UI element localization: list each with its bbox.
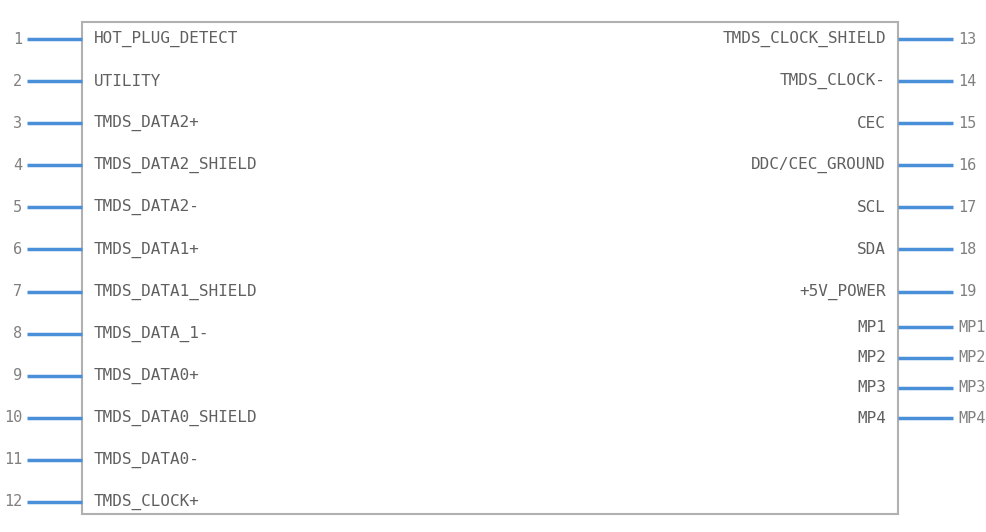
Text: 5: 5 — [13, 200, 22, 215]
Text: UTILITY: UTILITY — [94, 73, 162, 89]
Text: TMDS_DATA0-: TMDS_DATA0- — [94, 452, 200, 468]
Text: MP2: MP2 — [958, 350, 985, 365]
Text: SDA: SDA — [857, 242, 886, 257]
Text: TMDS_DATA0_SHIELD: TMDS_DATA0_SHIELD — [94, 410, 257, 426]
Text: 2: 2 — [13, 73, 22, 89]
Text: 12: 12 — [4, 495, 22, 510]
Text: DDC/CEC_GROUND: DDC/CEC_GROUND — [751, 157, 886, 173]
Text: 10: 10 — [4, 410, 22, 425]
Text: 19: 19 — [958, 284, 976, 299]
Text: MP3: MP3 — [958, 380, 985, 395]
Text: +5V_POWER: +5V_POWER — [800, 284, 886, 300]
Text: MP4: MP4 — [958, 411, 985, 426]
Text: 7: 7 — [13, 284, 22, 299]
Text: TMDS_DATA_1-: TMDS_DATA_1- — [94, 326, 209, 342]
Text: 11: 11 — [4, 452, 22, 468]
Text: 14: 14 — [958, 73, 976, 89]
Text: TMDS_DATA2+: TMDS_DATA2+ — [94, 115, 200, 131]
Text: TMDS_CLOCK_SHIELD: TMDS_CLOCK_SHIELD — [723, 31, 886, 47]
Text: TMDS_DATA1_SHIELD: TMDS_DATA1_SHIELD — [94, 284, 257, 300]
Text: 16: 16 — [958, 158, 976, 173]
Text: MP2: MP2 — [857, 350, 886, 365]
Text: TMDS_DATA0+: TMDS_DATA0+ — [94, 368, 200, 384]
Text: TMDS_DATA1+: TMDS_DATA1+ — [94, 242, 200, 257]
Text: 9: 9 — [13, 368, 22, 383]
Text: HOT_PLUG_DETECT: HOT_PLUG_DETECT — [94, 31, 239, 47]
Text: 1: 1 — [13, 31, 22, 46]
Text: MP4: MP4 — [857, 411, 886, 426]
Text: MP1: MP1 — [958, 320, 985, 335]
Text: 17: 17 — [958, 200, 976, 215]
Text: TMDS_CLOCK-: TMDS_CLOCK- — [780, 73, 886, 89]
Text: 4: 4 — [13, 158, 22, 173]
Text: SCL: SCL — [857, 200, 886, 215]
Text: 13: 13 — [958, 31, 976, 46]
Text: CEC: CEC — [857, 115, 886, 131]
Text: 8: 8 — [13, 326, 22, 341]
Text: 6: 6 — [13, 242, 22, 257]
Text: TMDS_DATA2_SHIELD: TMDS_DATA2_SHIELD — [94, 157, 257, 173]
Text: MP3: MP3 — [857, 380, 886, 395]
Bar — [82, 22, 898, 514]
Text: TMDS_CLOCK+: TMDS_CLOCK+ — [94, 494, 200, 510]
Text: 3: 3 — [13, 115, 22, 131]
Text: TMDS_DATA2-: TMDS_DATA2- — [94, 200, 200, 215]
Text: MP1: MP1 — [857, 320, 886, 335]
Text: 15: 15 — [958, 115, 976, 131]
Text: 18: 18 — [958, 242, 976, 257]
